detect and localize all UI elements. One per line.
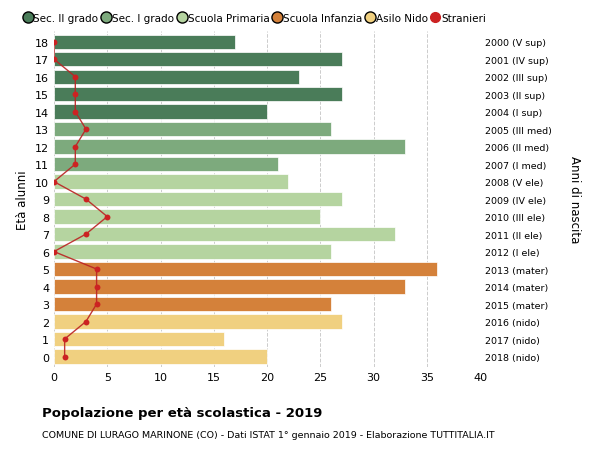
Point xyxy=(49,39,59,46)
Legend: Sec. II grado, Sec. I grado, Scuola Primaria, Scuola Infanzia, Asilo Nido, Stran: Sec. II grado, Sec. I grado, Scuola Prim… xyxy=(25,14,486,23)
Bar xyxy=(54,140,406,155)
Point xyxy=(49,56,59,64)
Bar xyxy=(54,210,320,224)
Bar xyxy=(54,88,341,102)
Point xyxy=(81,126,91,134)
Bar xyxy=(54,297,331,312)
Y-axis label: Età alunni: Età alunni xyxy=(16,170,29,230)
Point xyxy=(71,109,80,116)
Y-axis label: Anni di nascita: Anni di nascita xyxy=(568,156,581,243)
Bar xyxy=(54,105,267,119)
Text: COMUNE DI LURAGO MARINONE (CO) - Dati ISTAT 1° gennaio 2019 - Elaborazione TUTTI: COMUNE DI LURAGO MARINONE (CO) - Dati IS… xyxy=(42,430,494,439)
Bar xyxy=(54,332,224,347)
Bar xyxy=(54,123,331,137)
Point xyxy=(71,91,80,99)
Point xyxy=(92,283,101,291)
Bar xyxy=(54,350,267,364)
Bar xyxy=(54,262,437,277)
Point xyxy=(92,301,101,308)
Bar xyxy=(54,245,331,259)
Point xyxy=(49,248,59,256)
Point xyxy=(71,74,80,81)
Bar xyxy=(54,227,395,242)
Point xyxy=(71,161,80,168)
Point xyxy=(81,196,91,203)
Bar xyxy=(54,315,341,329)
Point xyxy=(60,353,70,360)
Bar xyxy=(54,192,341,207)
Point xyxy=(71,144,80,151)
Bar xyxy=(54,53,341,67)
Bar xyxy=(54,70,299,84)
Bar xyxy=(54,280,406,294)
Bar xyxy=(54,35,235,50)
Point xyxy=(92,266,101,273)
Text: Popolazione per età scolastica - 2019: Popolazione per età scolastica - 2019 xyxy=(42,406,322,419)
Bar xyxy=(54,175,289,190)
Point xyxy=(81,318,91,325)
Point xyxy=(81,231,91,238)
Bar xyxy=(54,157,278,172)
Point xyxy=(103,213,112,221)
Point xyxy=(60,336,70,343)
Point xyxy=(49,179,59,186)
